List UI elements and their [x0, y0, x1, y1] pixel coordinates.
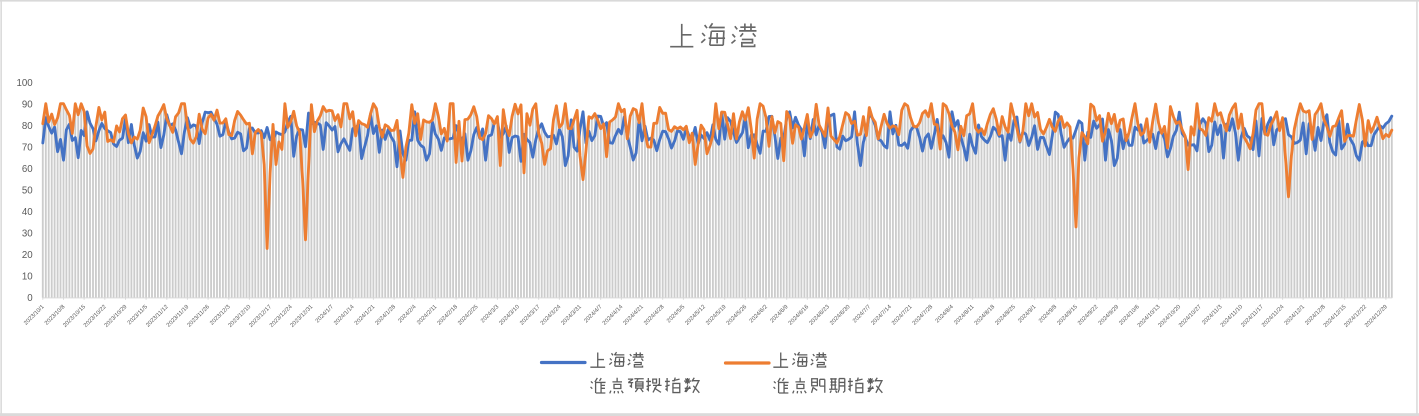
svg-text:70: 70	[22, 143, 33, 154]
svg-text:50: 50	[22, 186, 33, 197]
svg-text:40: 40	[22, 207, 33, 218]
svg-text:90: 90	[22, 100, 33, 111]
svg-text:100: 100	[17, 78, 34, 89]
svg-text:10: 10	[22, 272, 33, 283]
svg-text:30: 30	[22, 229, 33, 240]
svg-text:20: 20	[22, 250, 33, 261]
svg-text:0: 0	[27, 293, 33, 304]
svg-text:60: 60	[22, 164, 33, 175]
svg-text:80: 80	[22, 121, 33, 132]
